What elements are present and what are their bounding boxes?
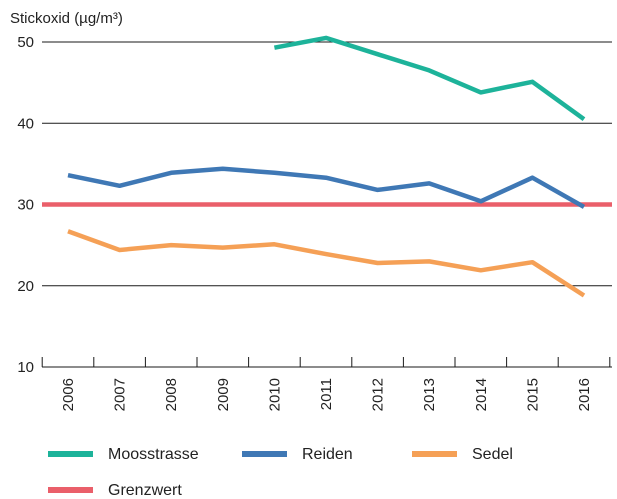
legend-swatch-reiden <box>242 451 287 457</box>
y-tick-labels: 10 20 30 40 50 <box>17 34 34 376</box>
legend-swatch-sedel <box>412 451 457 457</box>
x-tick-label: 2012 <box>370 378 387 411</box>
x-axis: 2006 2007 2008 2009 2010 2011 2012 2013 2014 2015… <box>41 357 611 411</box>
y-axis-label: Stickoxid (µg/m³) <box>10 10 123 27</box>
x-tick-label: 2006 <box>60 378 77 411</box>
series-line-reiden <box>67 166 586 209</box>
series-lines <box>42 35 612 298</box>
x-tick-label: 2013 <box>421 378 438 411</box>
x-tick-label: 2007 <box>112 378 129 411</box>
legend-label-moosstrasse: Moosstrasse <box>108 446 199 463</box>
series-line-sedel <box>67 229 586 298</box>
y-tick-label: 40 <box>17 115 34 132</box>
x-tick-label: 2010 <box>266 378 283 411</box>
x-tick-label: 2008 <box>163 378 180 411</box>
x-tick-label: 2009 <box>215 378 232 411</box>
legend-label-sedel: Sedel <box>472 446 513 463</box>
legend-swatch-moosstrasse <box>48 451 93 457</box>
legend-label-reiden: Reiden <box>302 446 353 463</box>
x-tick-label: 2011 <box>318 378 335 410</box>
series-line-moosstrasse <box>273 35 586 122</box>
x-tick-label: 2016 <box>576 378 593 411</box>
legend: Moosstrasse Reiden Sedel Grenzwert <box>48 446 513 499</box>
legend-swatch-grenzwert <box>48 487 93 493</box>
x-tick-label: 2014 <box>473 378 490 411</box>
y-tick-label: 50 <box>17 34 34 51</box>
y-tick-label: 10 <box>17 359 34 376</box>
x-tick-label: 2015 <box>524 378 541 411</box>
y-tick-label: 30 <box>17 197 34 214</box>
legend-label-grenzwert: Grenzwert <box>108 482 182 499</box>
y-tick-label: 20 <box>17 278 34 295</box>
